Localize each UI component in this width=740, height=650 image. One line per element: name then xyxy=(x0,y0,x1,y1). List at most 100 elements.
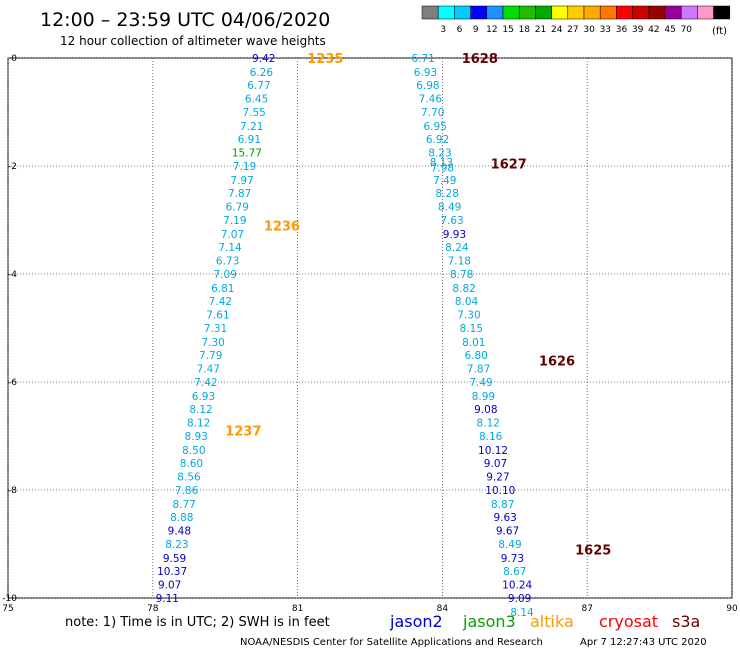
color-swatch xyxy=(535,5,552,20)
color-scale-tick: 45 xyxy=(664,25,675,35)
wave-height-value: 6.98 xyxy=(416,80,439,92)
wave-height-value: 7.42 xyxy=(209,296,232,308)
track-altika: 9.426.266.776.457.557.216.9115.777.197.9… xyxy=(156,52,344,605)
track-time-label: 1235 xyxy=(307,52,343,67)
color-swatch xyxy=(502,5,520,20)
wave-height-value: 6.26 xyxy=(250,67,274,79)
color-scale-tick: 33 xyxy=(600,25,611,35)
wave-height-value: 8.12 xyxy=(187,418,210,430)
wave-height-value: 8.13 xyxy=(430,157,453,169)
wave-height-value: 6.80 xyxy=(464,350,487,362)
latitude-tick-label: -2 xyxy=(8,162,17,172)
color-swatch xyxy=(486,5,504,20)
color-swatch xyxy=(599,5,617,20)
track-time-label: 1237 xyxy=(225,425,261,440)
wave-height-value: 8.16 xyxy=(479,431,503,443)
altimeter-tracks: 9.426.266.776.457.557.216.9115.777.197.9… xyxy=(156,52,612,619)
wave-height-value: 9.73 xyxy=(501,553,524,565)
longitude-tick-label: 84 xyxy=(437,604,449,614)
wave-height-value: 7.70 xyxy=(421,107,444,119)
map-subtitle: 12 hour collection of altimeter wave hei… xyxy=(60,34,326,48)
color-scale-tick: 42 xyxy=(648,25,659,35)
wave-height-value: 7.63 xyxy=(440,215,463,227)
color-swatch xyxy=(583,5,601,20)
color-swatch xyxy=(437,5,455,20)
wave-height-value: 7.09 xyxy=(214,269,237,281)
wave-height-value: 9.07 xyxy=(484,458,507,470)
wave-height-value: 7.07 xyxy=(221,229,244,241)
wave-height-value: 9.07 xyxy=(158,580,181,592)
wave-height-value: 8.28 xyxy=(436,188,459,200)
latitude-tick-label: -8 xyxy=(8,486,17,496)
wave-height-value: 10.10 xyxy=(485,485,515,497)
wave-height-value: 10.37 xyxy=(157,566,187,578)
track-time-label: 1236 xyxy=(264,219,300,234)
wave-height-value: 6.45 xyxy=(245,94,268,106)
wave-height-value: 7.19 xyxy=(233,161,256,173)
wave-height-value: 7.49 xyxy=(469,377,492,389)
color-scale-tick: 3 xyxy=(440,25,446,35)
wave-height-value: 7.42 xyxy=(194,377,217,389)
legend-s3a: s3a xyxy=(672,612,700,631)
wave-height-value: 8.15 xyxy=(460,323,483,335)
wave-height-value: 8.23 xyxy=(165,539,188,551)
wave-height-value: 7.30 xyxy=(201,337,224,349)
wave-height-value: 8.78 xyxy=(450,269,473,281)
wave-height-value: 7.49 xyxy=(433,175,456,187)
color-scale-unit: (ft) xyxy=(712,26,727,37)
wave-height-value: 6.79 xyxy=(226,202,249,214)
wave-height-value: 7.46 xyxy=(419,94,443,106)
wave-height-value: 7.79 xyxy=(199,350,222,362)
color-swatch xyxy=(470,5,488,20)
color-scale-tick: 12 xyxy=(486,25,497,35)
wave-height-value: 8.50 xyxy=(182,445,205,457)
color-scale-tick: 21 xyxy=(535,25,546,35)
color-swatch xyxy=(454,5,471,20)
color-scale-tick: 9 xyxy=(473,25,479,35)
wave-height-value: 8.12 xyxy=(189,404,212,416)
wave-height-value: 7.30 xyxy=(457,310,480,322)
wave-height-value: 7.21 xyxy=(240,121,263,133)
wave-height-value: 9.48 xyxy=(168,526,191,538)
color-swatch xyxy=(664,5,682,20)
wave-height-value: 6.91 xyxy=(238,134,261,146)
wave-height-value: 6.77 xyxy=(247,80,270,92)
longitude-tick-label: 81 xyxy=(292,604,303,614)
legend-altika: altika xyxy=(530,612,574,631)
wave-height-value: 7.87 xyxy=(228,188,251,200)
color-swatch xyxy=(616,5,633,20)
wave-height-value: 10.12 xyxy=(478,445,508,457)
track-time-label: 1628 xyxy=(462,52,498,67)
wave-height-value: 9.08 xyxy=(474,404,497,416)
wave-height-value: 9.93 xyxy=(443,229,466,241)
wave-height-value: 8.49 xyxy=(438,202,461,214)
wave-height-value: 7.55 xyxy=(242,107,265,119)
wave-height-value: 7.14 xyxy=(218,242,242,254)
wave-height-value: 7.47 xyxy=(197,364,220,376)
longitude-tick-label: 90 xyxy=(726,604,738,614)
color-swatch xyxy=(680,5,698,20)
map-frame xyxy=(7,57,733,599)
wave-height-value: 8.04 xyxy=(455,296,479,308)
wave-height-value: 7.31 xyxy=(204,323,227,335)
wave-height-value: 10.24 xyxy=(502,580,532,592)
wave-height-value: 6.92 xyxy=(426,134,449,146)
wave-height-value: 8.88 xyxy=(170,512,193,524)
longitude-tick-label: 75 xyxy=(2,604,13,614)
color-swatch xyxy=(551,5,569,20)
map-title: 12:00 – 23:59 UTC 04/06/2020 xyxy=(40,9,330,31)
wave-height-value: 7.86 xyxy=(175,485,199,497)
wave-height-value: 9.63 xyxy=(493,512,516,524)
legend-jason2: jason2 xyxy=(389,612,443,631)
wave-height-value: 9.09 xyxy=(508,593,531,605)
latitude-tick-label: -4 xyxy=(8,270,17,280)
color-scale-bar: 3 6 9 12 15 18 21 24 27 30 33 36 39 42 45 70 xyxy=(421,5,731,35)
wave-height-value: 8.12 xyxy=(477,418,500,430)
wave-height-value: 7.87 xyxy=(467,364,490,376)
color-swatch xyxy=(567,5,585,20)
footer-note: note: 1) Time is in UTC; 2) SWH is in fe… xyxy=(65,615,330,630)
color-swatch xyxy=(632,5,650,20)
color-scale-tick: 27 xyxy=(567,25,578,35)
